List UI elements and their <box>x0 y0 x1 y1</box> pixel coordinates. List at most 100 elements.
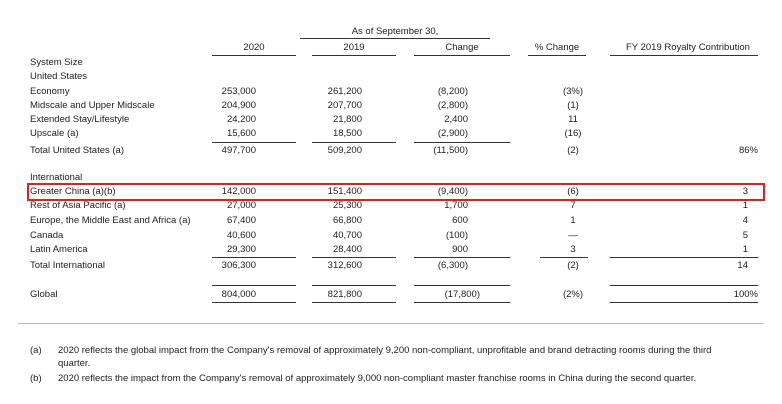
row-label: Extended Stay/Lifestyle <box>30 114 130 125</box>
highlight-box <box>27 183 765 201</box>
cell-pct: (16) <box>564 128 582 139</box>
cell-2020: 497,700 <box>221 145 256 156</box>
col-header-royalty: FY 2019 Royalty Contribution <box>626 42 750 53</box>
cell-change: (6,300) <box>437 260 468 271</box>
cell-change: 1,700 <box>444 200 468 211</box>
cell-change: (2,900) <box>437 128 468 139</box>
col-header-change: Change <box>445 42 479 53</box>
cell-2020: 142,000 <box>221 186 256 197</box>
subtotal-rule-royalty <box>610 257 758 258</box>
cell-change: (17,800) <box>444 289 480 300</box>
subtotal-rule-change <box>414 257 510 258</box>
cell-royalty: 4 <box>742 215 748 226</box>
cell-2020: 15,600 <box>226 128 256 139</box>
cell-pct: (3%) <box>562 86 584 97</box>
header-rule-change <box>414 55 510 56</box>
double-rule-royalty <box>610 302 758 303</box>
section-united-states: United States <box>30 71 88 82</box>
footnote-separator <box>18 323 764 324</box>
row-label: Latin America <box>30 244 88 255</box>
cell-pct: (6) <box>567 186 579 197</box>
cell-2019: 312,600 <box>327 260 362 271</box>
cell-2019: 207,700 <box>327 100 362 111</box>
header-rule-2019 <box>312 55 396 56</box>
double-rule-change <box>414 302 510 303</box>
header-rule-royalty <box>610 55 758 56</box>
cell-2020: 306,300 <box>221 260 256 271</box>
cell-change: (11,500) <box>433 145 468 156</box>
subtotal-rule-2020 <box>212 257 296 258</box>
total-rule-2020 <box>212 285 296 286</box>
cell-pct: — <box>568 230 578 241</box>
cell-royalty: 14 <box>737 260 748 271</box>
cell-2020: 40,600 <box>226 230 256 241</box>
cell-pct: (2%) <box>562 289 584 300</box>
row-label: Total International <box>30 260 105 271</box>
footnote-mark: (a) <box>30 345 42 356</box>
footnote-text: 2020 reflects the impact from the Compan… <box>58 373 697 384</box>
cell-2020: 804,000 <box>221 289 256 300</box>
footnote-text-cont: quarter. <box>58 358 91 369</box>
row-label: Europe, the Middle East and Africa (a) <box>30 215 191 226</box>
cell-2020: 253,000 <box>221 86 256 97</box>
col-header-2019: 2019 <box>343 42 365 53</box>
as-of-header: As of September 30, <box>351 26 439 37</box>
cell-royalty: 1 <box>742 200 748 211</box>
subtotal-rule-pct <box>540 257 588 258</box>
header-rule-pct <box>528 55 586 56</box>
subtotal-rule-2019 <box>312 142 396 143</box>
cell-2019: 151,400 <box>327 186 362 197</box>
total-rule-change <box>414 285 510 286</box>
row-label: Canada <box>30 230 64 241</box>
section-system-size: System Size <box>30 57 83 68</box>
col-header-pct-change: % Change <box>534 42 580 53</box>
double-rule-2019 <box>312 302 396 303</box>
cell-2019: 509,200 <box>327 145 362 156</box>
cell-2019: 66,800 <box>332 215 362 226</box>
subtotal-rule-2020 <box>212 142 296 143</box>
cell-change: (2,800) <box>437 100 468 111</box>
cell-royalty: 1 <box>742 244 748 255</box>
cell-royalty: 100% <box>733 289 758 300</box>
cell-royalty: 86% <box>738 145 758 156</box>
col-header-2020: 2020 <box>243 42 265 53</box>
cell-pct: (2) <box>567 260 579 271</box>
cell-pct: (2) <box>567 145 579 156</box>
row-label: Upscale (a) <box>30 128 79 139</box>
cell-change: 2,400 <box>444 114 468 125</box>
cell-change: (8,200) <box>437 86 468 97</box>
cell-pct: 1 <box>570 215 576 226</box>
cell-pct: 3 <box>570 244 576 255</box>
cell-2020: 24,200 <box>226 114 256 125</box>
row-label: Greater China (a)(b) <box>30 186 116 197</box>
cell-royalty: 3 <box>742 186 748 197</box>
row-label: Total United States (a) <box>30 145 124 156</box>
cell-royalty: 5 <box>742 230 748 241</box>
cell-2019: 21,800 <box>332 114 362 125</box>
cell-2019: 18,500 <box>332 128 362 139</box>
as-of-underline <box>300 38 490 39</box>
cell-2019: 25,300 <box>332 200 362 211</box>
cell-pct: 11 <box>568 114 578 125</box>
cell-change: 600 <box>452 215 468 226</box>
cell-2019: 261,200 <box>327 86 362 97</box>
cell-change: (9,400) <box>437 186 468 197</box>
row-label: Rest of Asia Pacific (a) <box>30 200 126 211</box>
header-rule-2020 <box>212 55 296 56</box>
total-rule-2019 <box>312 285 396 286</box>
cell-2019: 821,800 <box>327 289 362 300</box>
footnote-mark: (b) <box>30 373 42 384</box>
subtotal-rule-2019 <box>312 257 396 258</box>
row-label: Midscale and Upper Midscale <box>30 100 155 111</box>
total-rule-royalty <box>610 285 758 286</box>
cell-2019: 40,700 <box>332 230 362 241</box>
subtotal-rule-change <box>414 142 510 143</box>
double-rule-2020 <box>212 302 296 303</box>
cell-2020: 27,000 <box>226 200 256 211</box>
cell-pct: (1) <box>567 100 579 111</box>
footnote-text: 2020 reflects the global impact from the… <box>58 345 712 356</box>
cell-pct: 7 <box>570 200 576 211</box>
section-international: International <box>30 172 83 183</box>
row-label: Economy <box>30 86 70 97</box>
cell-2019: 28,400 <box>332 244 362 255</box>
